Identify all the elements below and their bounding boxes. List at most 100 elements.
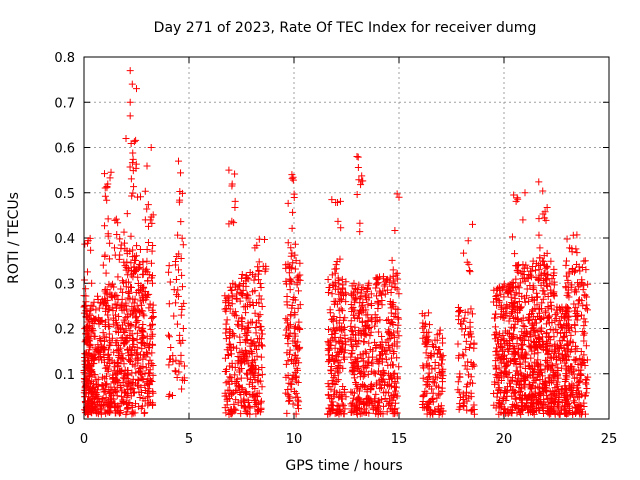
data-point [533, 301, 541, 309]
data-point [133, 242, 141, 250]
data-point [340, 325, 348, 333]
data-point [562, 257, 570, 265]
data-point [116, 251, 124, 259]
data-point [132, 400, 140, 408]
data-point [127, 175, 135, 183]
data-point [367, 290, 375, 298]
data-point [129, 246, 137, 254]
data-point [257, 397, 265, 405]
data-point [86, 397, 94, 405]
data-point [354, 153, 362, 161]
data-point [467, 340, 475, 348]
data-point [356, 219, 364, 227]
data-point [545, 312, 553, 320]
data-point [498, 347, 506, 355]
data-point [330, 391, 338, 399]
data-point [561, 396, 569, 404]
data-point [124, 371, 132, 379]
data-point [356, 294, 364, 302]
data-point [491, 323, 499, 331]
data-point [434, 405, 442, 413]
data-point [174, 231, 182, 239]
data-point [145, 399, 153, 407]
data-point [499, 332, 507, 340]
data-point [334, 198, 342, 206]
data-point [252, 399, 260, 407]
data-point [257, 295, 265, 303]
data-point [508, 376, 516, 384]
data-point [101, 387, 109, 395]
data-point [331, 329, 339, 337]
data-point [535, 178, 543, 186]
data-point [104, 230, 112, 238]
data-point [492, 344, 500, 352]
data-point [108, 294, 116, 302]
data-point [291, 251, 299, 259]
data-point [255, 366, 263, 374]
data-point [244, 360, 252, 368]
data-point [254, 263, 262, 271]
data-point [348, 307, 356, 315]
data-point [140, 333, 148, 341]
data-point [506, 341, 514, 349]
data-point [238, 347, 246, 355]
data-point [149, 388, 157, 396]
data-point [388, 282, 396, 290]
data-point [542, 320, 550, 328]
data-point [250, 276, 258, 284]
data-point [395, 332, 403, 340]
data-point [431, 364, 439, 372]
data-point [130, 263, 138, 271]
data-point [177, 311, 185, 319]
data-point [334, 357, 342, 365]
data-point [389, 266, 397, 274]
data-point [542, 264, 550, 272]
data-point [582, 389, 590, 397]
data-point [127, 384, 135, 392]
data-point [126, 67, 134, 75]
data-point [87, 246, 95, 254]
data-point [530, 367, 538, 375]
data-point [107, 398, 115, 406]
data-point [146, 300, 154, 308]
data-point [395, 315, 403, 323]
data-point [253, 352, 261, 360]
data-point [386, 278, 394, 286]
data-point [99, 329, 107, 337]
data-point [548, 406, 556, 414]
data-point [327, 401, 335, 409]
data-point [113, 231, 121, 239]
data-point [294, 272, 302, 280]
data-point [94, 292, 102, 300]
data-point [295, 398, 303, 406]
data-point [130, 138, 138, 146]
data-point [238, 315, 246, 323]
data-point [142, 364, 150, 372]
data-point [240, 397, 248, 405]
data-point [502, 367, 510, 375]
data-point [464, 237, 472, 245]
x-tick-label: 0 [80, 432, 88, 447]
data-point [553, 303, 561, 311]
data-point [149, 301, 157, 309]
data-point [583, 385, 591, 393]
data-point [534, 327, 542, 335]
data-point [385, 400, 393, 408]
data-point [104, 351, 112, 359]
data-point [283, 298, 291, 306]
data-point [242, 407, 250, 415]
data-point [576, 410, 584, 418]
data-point [342, 298, 350, 306]
data-point [223, 294, 231, 302]
data-point [119, 288, 127, 296]
data-point [113, 367, 121, 375]
data-point [118, 355, 126, 363]
data-point [534, 361, 542, 369]
data-point [580, 403, 588, 411]
data-point [338, 343, 346, 351]
data-point [536, 305, 544, 313]
data-point [454, 378, 462, 386]
data-point [561, 351, 569, 359]
data-point [231, 308, 239, 316]
data-point [490, 401, 498, 409]
